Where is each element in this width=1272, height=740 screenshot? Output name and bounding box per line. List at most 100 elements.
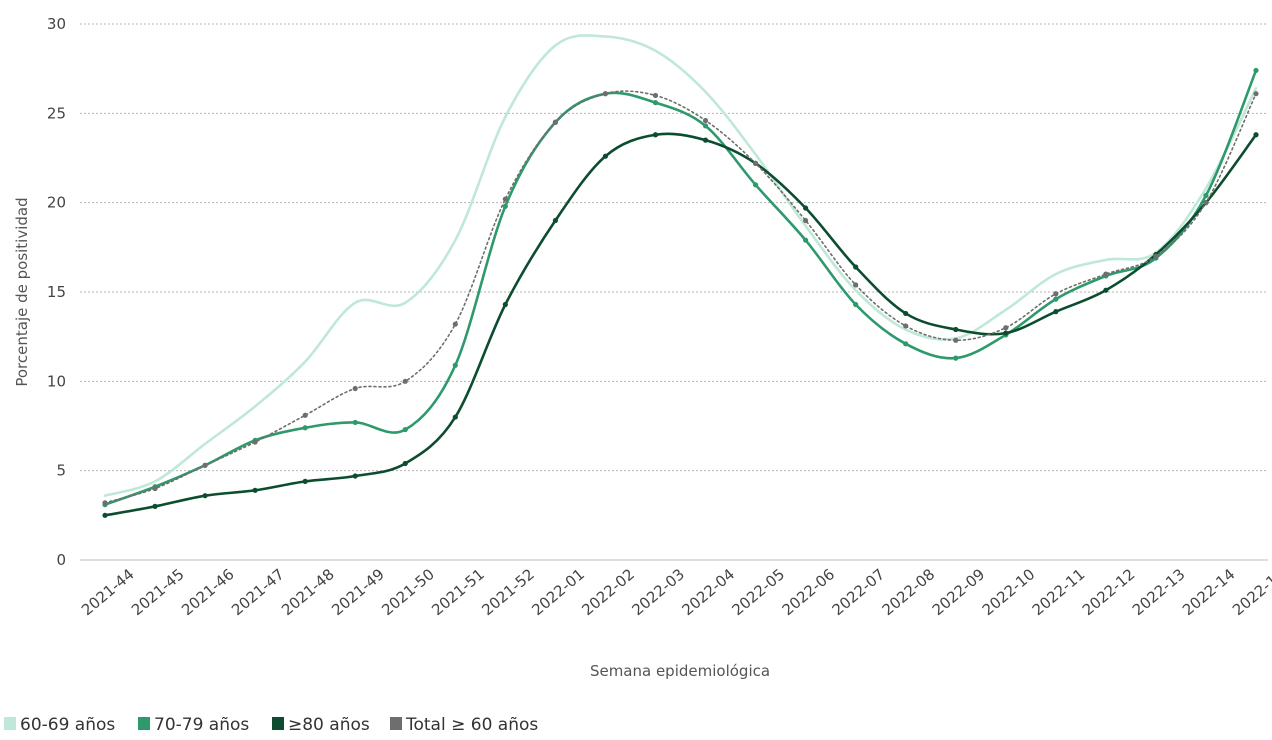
y-tick-label: 15 (47, 283, 66, 301)
data-point (602, 153, 609, 159)
x-tick-label: 2022-02 (578, 565, 638, 619)
legend-item-3: Total ≥ 60 años (390, 715, 538, 735)
data-point (302, 478, 308, 484)
data-point (752, 160, 759, 166)
series-line-1 (103, 69, 1258, 506)
data-point (853, 282, 859, 288)
y-tick-labels: 0 5 10 15 20 25 30 (47, 15, 66, 569)
data-point (202, 462, 208, 468)
x-tick-label: 2022-01 (528, 565, 588, 619)
y-tick-label: 30 (47, 15, 66, 33)
data-point (202, 493, 208, 499)
x-tick-label: 2022-04 (679, 565, 739, 619)
data-point (402, 426, 408, 433)
data-point (1203, 200, 1209, 206)
data-point (102, 500, 108, 506)
x-tick-label: 2021-47 (228, 565, 288, 619)
x-tick-label: 2021-51 (428, 565, 488, 619)
x-tick-label: 2021-49 (328, 565, 388, 619)
data-point (352, 385, 358, 392)
y-tick-label: 20 (47, 194, 66, 212)
data-point (903, 323, 909, 329)
legend: 60-69 años 70-79 años ≥80 años Total ≥ 60 a… (4, 715, 538, 735)
data-point (152, 485, 158, 492)
x-tick-label: 2022-09 (929, 565, 989, 619)
legend-item-2: ≥80 años (272, 715, 370, 735)
data-point (652, 132, 659, 138)
x-tick-label: 2021-52 (478, 565, 538, 619)
data-point (552, 217, 558, 224)
legend-item-1: 70-79 años (138, 715, 249, 735)
data-point (502, 196, 508, 202)
legend-label: 70-79 años (154, 715, 249, 735)
data-point (1103, 271, 1109, 277)
legend-swatch (138, 717, 150, 730)
x-axis-label: Semana epidemiológica (590, 662, 770, 680)
y-tick-label: 10 (47, 372, 66, 390)
legend-swatch (4, 717, 16, 730)
data-point (752, 182, 759, 188)
x-tick-labels: 2021-442021-452021-462021-472021-482021-… (78, 565, 1272, 619)
x-tick-label: 2022-10 (979, 565, 1039, 619)
data-point (1253, 132, 1259, 138)
data-point (1153, 253, 1159, 259)
data-point (803, 237, 809, 243)
legend-item-0: 60-69 años (4, 715, 115, 735)
series-2 (102, 132, 1259, 518)
x-tick-label: 2022-13 (1129, 565, 1189, 619)
x-tick-label: 2022-08 (879, 565, 939, 619)
data-point (502, 301, 508, 308)
data-point (402, 378, 408, 384)
legend-label: ≥80 años (288, 715, 370, 735)
data-point (903, 341, 909, 347)
data-point (252, 439, 258, 445)
x-tick-label: 2022-03 (628, 565, 688, 619)
series-3 (102, 90, 1259, 506)
y-tick-label: 0 (56, 551, 66, 569)
legend-swatch (390, 717, 402, 730)
data-point (953, 337, 959, 343)
data-point (853, 264, 859, 270)
data-point (652, 100, 659, 106)
x-tick-label: 2022-15 (1229, 565, 1272, 619)
x-tick-label: 2021-44 (78, 565, 138, 619)
data-point (252, 487, 258, 493)
data-point (452, 321, 458, 327)
series-layer (102, 34, 1259, 518)
legend-label: 60-69 años (20, 715, 115, 735)
data-point (302, 425, 308, 431)
x-tick-label: 2021-46 (178, 565, 238, 619)
y-tick-label: 5 (56, 462, 66, 480)
series-0 (103, 34, 1258, 497)
y-axis-label: Porcentaje de positividad (13, 197, 31, 386)
legend-label: Total ≥ 60 años (405, 715, 538, 735)
x-tick-label: 2021-45 (128, 565, 188, 619)
data-point (452, 414, 458, 420)
x-tick-label: 2022-14 (1179, 565, 1239, 619)
data-point (953, 355, 959, 361)
x-tick-label: 2022-07 (829, 565, 889, 619)
y-tick-label: 25 (47, 104, 66, 122)
data-point (302, 412, 308, 418)
data-point (702, 123, 709, 129)
data-point (1103, 287, 1109, 293)
data-point (1053, 296, 1059, 302)
data-point (602, 91, 609, 97)
data-point (1203, 192, 1209, 199)
data-point (1053, 309, 1059, 315)
data-point (953, 326, 959, 333)
data-point (903, 310, 909, 317)
data-point (853, 301, 859, 308)
data-point (352, 473, 358, 479)
series-line-0 (103, 34, 1258, 497)
data-point (352, 419, 358, 426)
grid-layer (80, 23, 1268, 561)
data-point (152, 503, 158, 509)
data-point (102, 512, 108, 518)
data-point (452, 362, 458, 368)
data-point (502, 203, 508, 209)
x-tick-label: 2021-50 (378, 565, 438, 619)
x-tick-label: 2022-11 (1029, 565, 1089, 619)
